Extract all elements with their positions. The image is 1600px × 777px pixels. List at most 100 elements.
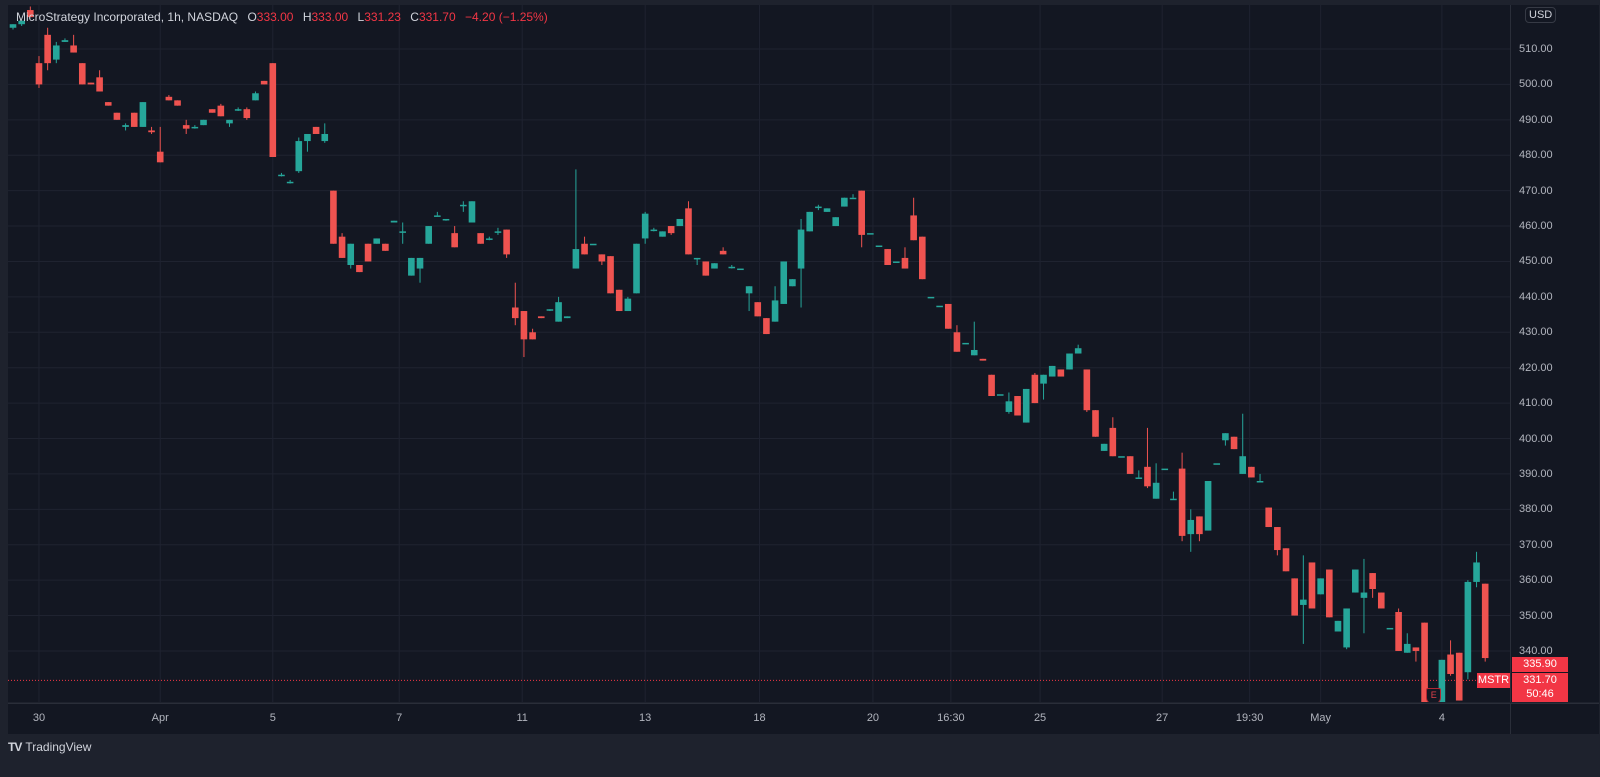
candle-body-up [1213, 463, 1221, 465]
candle-body-up [1386, 627, 1394, 630]
candle-body-down [944, 303, 952, 329]
earnings-marker-icon[interactable]: E [1426, 688, 1442, 702]
candle-body-down [763, 318, 770, 335]
candle-body-up [970, 349, 978, 356]
candle-body-up [53, 45, 60, 60]
candle-body-down [148, 130, 155, 133]
candle-body-up [728, 266, 736, 269]
time-tick-label: 11 [516, 712, 528, 724]
price-tick-label: 370.00 [1519, 538, 1553, 551]
candle-body-up [1118, 456, 1125, 458]
candle-body-down [27, 10, 34, 18]
candle-body-up [711, 263, 718, 269]
symbol-title[interactable]: MicroStrategy Incorporated, 1h, NASDAQ [16, 10, 239, 24]
low-label: L [357, 10, 365, 24]
footer-branding[interactable]: TV TradingView [8, 740, 91, 754]
candle-body-down [1196, 516, 1203, 535]
price-tick-label: 460.00 [1519, 220, 1553, 233]
candle-body-down [667, 226, 675, 234]
candle-body-down [1014, 396, 1021, 416]
price-tick-label: 340.00 [1519, 644, 1553, 657]
price-tick-label: 360.00 [1519, 574, 1553, 587]
price-tag-335-90: 335.90 [1512, 657, 1568, 672]
candle-body-down [910, 215, 917, 241]
candle-body-down [537, 316, 545, 319]
high-label: H [302, 10, 312, 24]
time-tick-label: 20 [866, 712, 880, 724]
price-tick-label: 470.00 [1519, 184, 1553, 197]
price-axis[interactable]: USD 510.00 500.00 490.00 480.00 470.00 460.00… [1510, 5, 1599, 702]
candle-body-up [1473, 562, 1480, 582]
candle-body-down [1057, 369, 1065, 377]
candle-body-up [1135, 477, 1143, 479]
time-tick-label: Apr [151, 712, 169, 724]
brand-name: TradingView [25, 740, 92, 754]
candle-body-up [1317, 578, 1324, 595]
price-tick-label: 420.00 [1519, 361, 1553, 374]
candle-body-up [867, 233, 874, 235]
candle-body-up [468, 201, 476, 223]
candle-body-up [1300, 599, 1307, 605]
candle-body-down [1447, 654, 1454, 674]
candle-body-up [304, 133, 311, 142]
high-value: 333.00 [311, 10, 349, 24]
candle-body-down [884, 249, 891, 266]
candle-body-down [979, 358, 987, 361]
candle-body-up [572, 249, 580, 269]
candle-body-up [278, 174, 285, 177]
candle-body-up [1170, 498, 1177, 501]
candle-body-down [174, 100, 181, 106]
price-tick-label: 390.00 [1519, 467, 1553, 480]
time-axis[interactable]: 30 Apr 5 7 11 13 18 20 16:30 25 27 19:30 May 4 [8, 703, 1510, 734]
candle-body-down [598, 254, 606, 262]
candle-body-up [1100, 443, 1108, 451]
price-tick-label: 440.00 [1519, 290, 1553, 303]
change-value: −4.20 (−1.25%) [465, 10, 548, 24]
candle-body-down [1421, 622, 1428, 702]
currency-button[interactable]: USD [1525, 7, 1557, 23]
candle-body-up [494, 231, 502, 233]
candle-body-up [434, 215, 441, 217]
time-tick-label: 4 [1438, 712, 1445, 724]
candle-body-up [347, 243, 355, 266]
chart-pane[interactable]: MicroStrategy Incorporated, 1h, NASDAQ O… [8, 5, 1510, 702]
candle-body-down [87, 82, 95, 85]
symbol-legend: MicroStrategy Incorporated, 1h, NASDAQ O… [16, 10, 548, 24]
candle-body-down [581, 243, 588, 255]
candle-body-up [295, 141, 303, 172]
candle-body-up [832, 217, 839, 227]
price-tick-label: 490.00 [1519, 113, 1553, 126]
candle-body-up [226, 119, 233, 124]
candle-body-up [1343, 608, 1350, 648]
candle-body-down [1274, 527, 1281, 551]
candle-body-down [208, 109, 216, 113]
candle-body-up [460, 204, 467, 207]
candle-body-down [919, 236, 926, 280]
last-price-tag: 331.70 50:46 [1512, 673, 1568, 702]
candle-body-down [1031, 374, 1039, 404]
candle-body-up [641, 213, 649, 239]
candle-body-up [442, 218, 450, 221]
time-tick-label: 27 [1156, 712, 1169, 724]
candle-body-down [1265, 507, 1272, 528]
candle-body-up [1222, 433, 1229, 441]
time-tick-label: 18 [753, 712, 766, 724]
candle-body-down [1230, 436, 1238, 450]
time-tick-label: 19:30 [1235, 712, 1264, 724]
candle-body-down [382, 243, 389, 251]
candle-body-up [659, 231, 666, 237]
candle-body-up [1204, 481, 1212, 531]
bar-countdown: 50:46 [1526, 688, 1554, 700]
candle-body-up [927, 296, 935, 299]
candle-body-up [1074, 348, 1082, 354]
candle-body-down [1481, 583, 1489, 659]
time-tick-label: 5 [269, 712, 276, 724]
candle-body-up [1152, 482, 1160, 499]
price-tick-label: 400.00 [1519, 432, 1553, 445]
candle-body-down [1109, 427, 1117, 457]
candle-body-down [1282, 548, 1290, 572]
candle-body-down [1178, 468, 1186, 536]
candle-body-down [1326, 569, 1333, 618]
candle-body-up [191, 126, 199, 129]
